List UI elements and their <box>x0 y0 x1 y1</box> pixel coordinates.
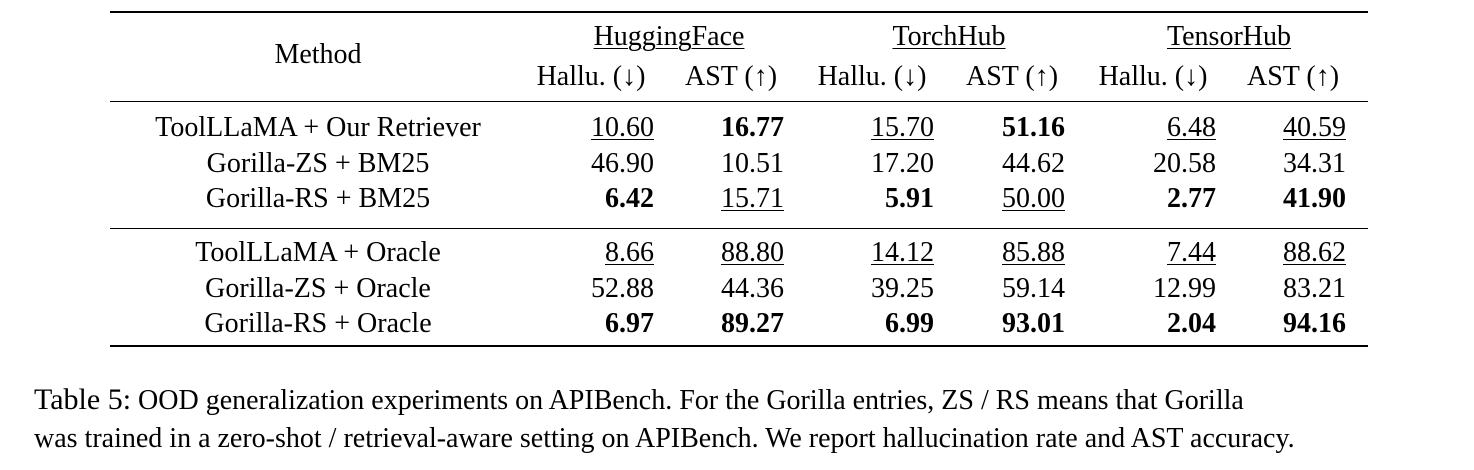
column-header: AST (↑) <box>965 61 1059 92</box>
column-header: Hallu. (↓) <box>817 61 927 92</box>
table-caption: Table 5: OOD generalization experiments … <box>34 381 1454 458</box>
table-cell: 20.58 <box>1153 148 1216 179</box>
table-cell: 88.62 <box>1283 237 1346 268</box>
table-cell: 50.00 <box>1002 183 1065 214</box>
row-method: ToolLLaMA + Our Retriever <box>155 112 481 143</box>
table-cell: 15.70 <box>871 112 934 143</box>
table-cell: 94.16 <box>1283 308 1346 339</box>
table-cell: 6.42 <box>605 183 654 214</box>
row-method: Gorilla-ZS + BM25 <box>206 148 430 179</box>
caption-line-2: was trained in a zero-shot / retrieval-a… <box>34 423 1295 454</box>
method-header: Method <box>274 39 362 70</box>
table-top-rule <box>110 11 1368 13</box>
group-header: HuggingFace <box>593 21 745 52</box>
table-cell: 6.48 <box>1167 112 1216 143</box>
table-cell: 14.12 <box>871 237 934 268</box>
group-header: TensorHub <box>1166 21 1292 52</box>
table-cell: 5.91 <box>885 183 934 214</box>
row-method: Gorilla-ZS + Oracle <box>205 273 431 304</box>
group-header: TorchHub <box>892 21 1006 52</box>
column-header: Hallu. (↓) <box>536 61 646 92</box>
table-cell: 7.44 <box>1167 237 1216 268</box>
table-cell: 51.16 <box>1002 112 1065 143</box>
table-cell: 39.25 <box>871 273 934 304</box>
table-cell: 40.59 <box>1283 112 1346 143</box>
table-bottom-rule <box>110 345 1368 347</box>
table-cell: 44.62 <box>1002 148 1065 179</box>
table-cell: 59.14 <box>1002 273 1065 304</box>
table-cell: 93.01 <box>1002 308 1065 339</box>
table-cell: 89.27 <box>721 308 784 339</box>
column-header: AST (↑) <box>684 61 778 92</box>
table-header-rule <box>110 101 1368 102</box>
table-cell: 2.04 <box>1167 308 1216 339</box>
table-cell: 44.36 <box>721 273 784 304</box>
table-cell: 85.88 <box>1002 237 1065 268</box>
row-method: ToolLLaMA + Oracle <box>195 237 441 268</box>
table-cell: 10.51 <box>721 148 784 179</box>
table-cell: 17.20 <box>871 148 934 179</box>
row-method: Gorilla-RS + BM25 <box>205 183 431 214</box>
table-cell: 46.90 <box>591 148 654 179</box>
caption-label: Table 5: <box>34 383 132 416</box>
table-cell: 41.90 <box>1283 183 1346 214</box>
row-method: Gorilla-RS + Oracle <box>204 308 432 339</box>
table-cell: 6.97 <box>605 308 654 339</box>
table-cell: 6.99 <box>885 308 934 339</box>
column-header: Hallu. (↓) <box>1098 61 1208 92</box>
column-header: AST (↑) <box>1246 61 1340 92</box>
table-cell: 16.77 <box>721 112 784 143</box>
table-section-rule <box>110 228 1368 229</box>
table-cell: 88.80 <box>721 237 784 268</box>
table-cell: 15.71 <box>721 183 784 214</box>
table-cell: 34.31 <box>1283 148 1346 179</box>
table-cell: 52.88 <box>591 273 654 304</box>
caption-line-1: OOD generalization experiments on APIBen… <box>138 385 1244 416</box>
table-cell: 12.99 <box>1153 273 1216 304</box>
table-cell: 8.66 <box>605 237 654 268</box>
table-cell: 2.77 <box>1167 183 1216 214</box>
table-cell: 83.21 <box>1283 273 1346 304</box>
table-cell: 10.60 <box>591 112 654 143</box>
